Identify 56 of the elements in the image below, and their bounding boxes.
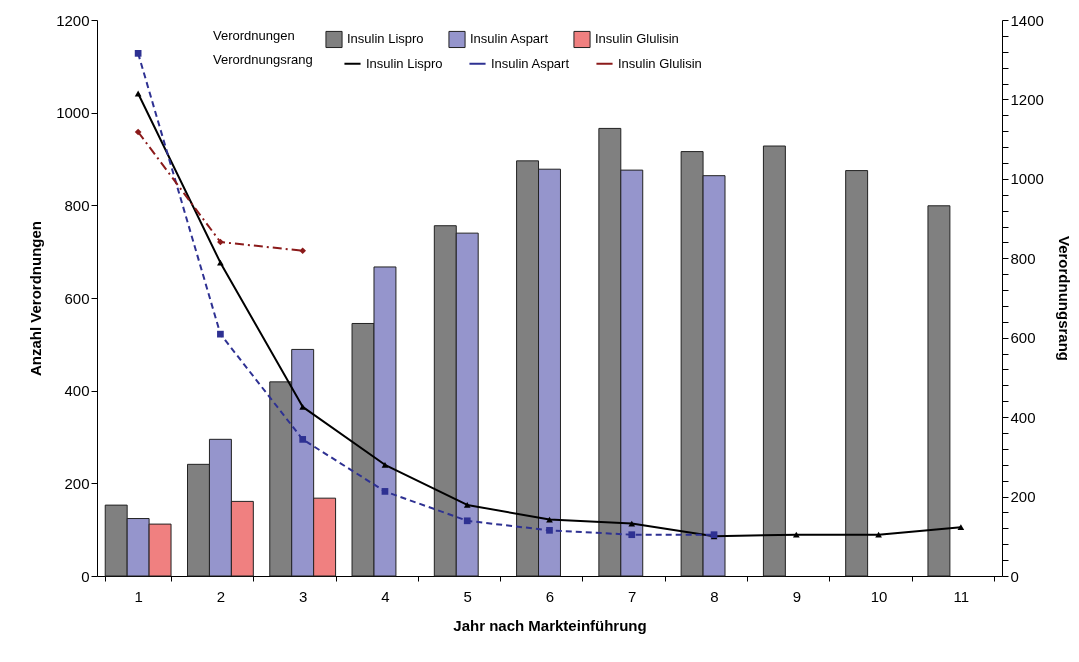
y2-tick-label: 1400 [1010, 11, 1044, 29]
y-tick-label: 1200 [56, 11, 90, 29]
point [134, 50, 142, 57]
legend-label: Insulin Lispro [347, 31, 424, 47]
legend-label: Insulin Lispro [366, 55, 443, 71]
x-tick-label: 9 [792, 587, 801, 605]
point [217, 259, 224, 266]
y-tick-label: 600 [64, 289, 90, 307]
y-tick-label: 800 [64, 196, 90, 214]
point [463, 502, 471, 508]
point [792, 531, 800, 538]
point [299, 436, 307, 443]
point [463, 517, 471, 525]
y2-axis-title: Verordnungsrang [1055, 235, 1073, 362]
point [546, 526, 553, 534]
y-axis-title: Anzahl Verordnungen [27, 220, 45, 377]
x-tick-label: 7 [628, 587, 637, 605]
point [299, 247, 307, 255]
point [875, 531, 882, 538]
point [628, 531, 636, 539]
y-tick-label: 1000 [56, 104, 90, 122]
y2-tick-label: 1000 [1010, 170, 1044, 188]
y-tick-label: 200 [64, 474, 90, 492]
x-tick-label: 5 [463, 587, 472, 605]
y2-tick-label: 200 [1010, 488, 1036, 506]
x-tick-label: 4 [381, 587, 390, 605]
legend-label: Insulin Aspart [470, 31, 549, 47]
x-tick-label: 11 [953, 587, 970, 605]
x-axis-title: Jahr nach Markteinführung [453, 616, 647, 634]
point [957, 524, 965, 531]
y2-tick-label: 800 [1010, 249, 1036, 267]
point [134, 128, 142, 136]
x-tick-label: 8 [710, 587, 719, 605]
legend-label: Insulin Glulisin [595, 31, 679, 47]
bar [845, 170, 869, 577]
annotation: Verordnungsrang [213, 52, 313, 67]
x-tick-label: 2 [216, 587, 226, 605]
y2-tick-label: 600 [1010, 329, 1036, 347]
point [546, 516, 553, 523]
y-tick-label: 400 [64, 382, 90, 400]
y-tick-label: 0 [81, 567, 90, 585]
y2-tick-label: 0 [1010, 567, 1019, 585]
point [381, 488, 389, 495]
point [381, 461, 389, 468]
bar [927, 205, 951, 577]
legend-title: Verordnungen [213, 28, 295, 43]
x-tick-label: 3 [299, 587, 308, 605]
y2-tick-label: 1200 [1010, 90, 1044, 108]
y2-tick-label: 400 [1010, 408, 1036, 426]
legend-label: Insulin Aspart [491, 55, 570, 71]
x-tick-label: 1 [134, 587, 143, 605]
bar [762, 145, 786, 577]
point [217, 330, 224, 338]
legend-label: Insulin Glulisin [618, 55, 702, 71]
x-tick-label: 6 [545, 587, 555, 605]
x-tick-label: 10 [870, 587, 888, 605]
